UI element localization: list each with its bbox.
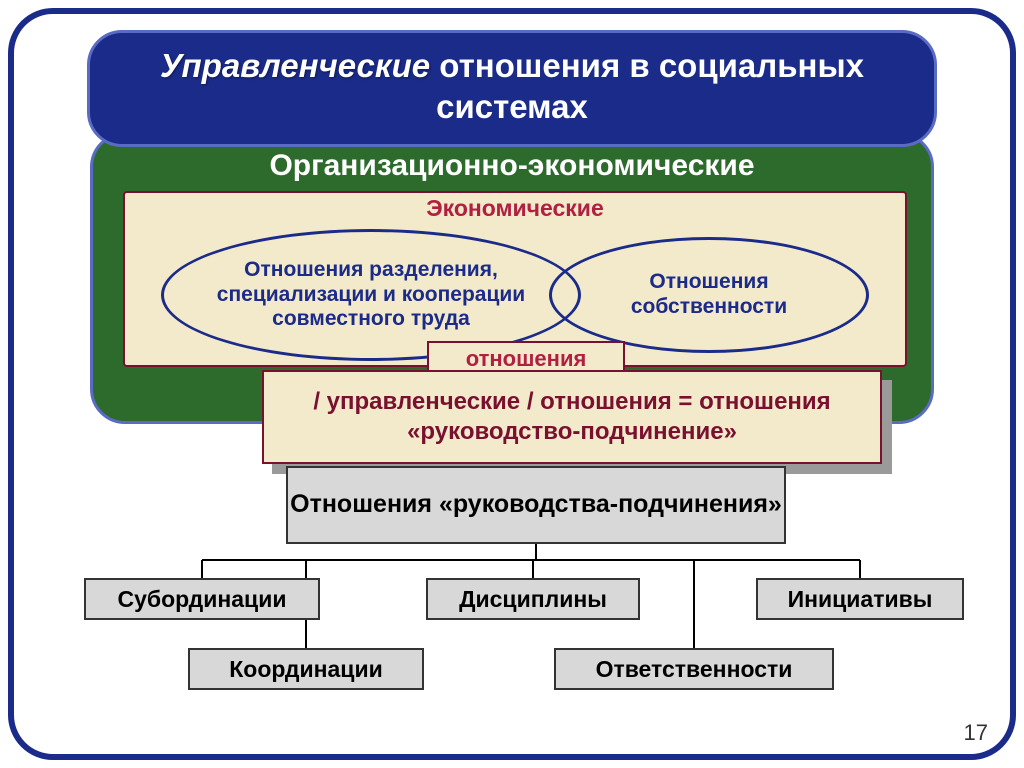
leaf-coordination: Координации [188, 648, 424, 690]
economic-box: Экономические Отношения разделения, спец… [123, 191, 907, 367]
ellipse-division-text: Отношения разделения, специализации и ко… [164, 258, 578, 332]
title-italic-word: Управленческие [160, 47, 430, 84]
title-rest: отношения в социальных системах [430, 47, 864, 125]
leaf-subordination: Субординации [84, 578, 320, 620]
economic-header: Экономические [125, 195, 905, 222]
ellipse-ownership-text: Отношения собственности [552, 270, 866, 320]
leaf-discipline: Дисциплины [426, 578, 640, 620]
org-economic-header: Организационно-экономические [93, 149, 931, 183]
title-banner: Управленческие отношения в социальных си… [87, 30, 937, 147]
page-number: 17 [964, 720, 988, 746]
leaf-responsibility: Ответственности [554, 648, 834, 690]
title-text: Управленческие отношения в социальных си… [120, 45, 904, 128]
management-relations-box: / управленческие / отношения = отношения… [262, 370, 882, 464]
hierarchy-root: Отношения «руководства-подчинения» [286, 466, 786, 544]
leaf-initiative: Инициативы [756, 578, 964, 620]
venn-container: Отношения разделения, специализации и ко… [125, 223, 905, 363]
ellipse-ownership: Отношения собственности [549, 237, 869, 353]
